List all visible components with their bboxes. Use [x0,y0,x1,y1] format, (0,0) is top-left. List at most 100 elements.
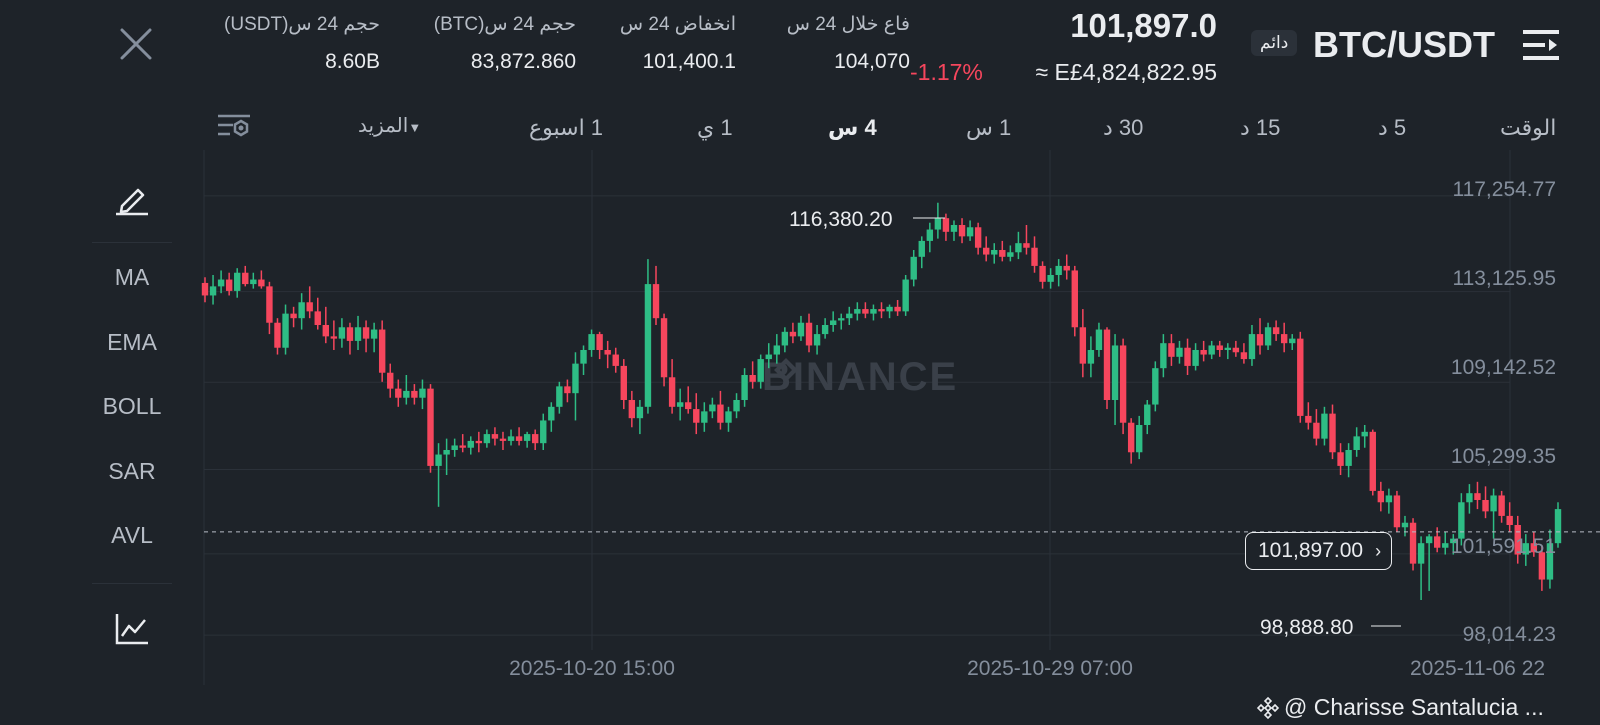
candle-body [1272,327,1280,335]
candle [515,427,523,446]
candle [668,359,676,414]
candle-body [741,375,748,400]
candle-body [1127,422,1135,453]
candle [491,427,499,446]
candle-body [1031,247,1038,266]
candle [1047,268,1054,289]
candle-body [1506,515,1513,525]
indicator-ema[interactable]: EMA [107,329,157,355]
candle [1039,261,1046,289]
candle-body [982,247,990,255]
menu-button[interactable] [1521,27,1561,63]
candle-body [540,420,547,444]
stat-volume-btc-label: حجم 24 س(BTC) [433,14,576,35]
candle [1474,481,1481,510]
candle [878,302,885,319]
tab-5m[interactable]: 5 د [1378,115,1407,140]
perpetual-badge: دائم [1251,30,1298,56]
candle-body [1184,347,1191,366]
candle [250,272,257,289]
candle [838,313,845,330]
indicator-chart-button[interactable] [114,612,150,646]
candle [282,304,289,355]
candle-body [1554,509,1562,544]
candle-body [1063,265,1070,271]
candle [693,393,700,435]
candle [1361,425,1368,448]
candle-body [1095,329,1103,350]
candle-body [1087,350,1095,364]
tab-4h[interactable]: 4 س [828,115,877,140]
candle-body [499,438,507,441]
candle [322,306,330,344]
candle-body [1385,495,1393,503]
last-price: 101,897.0 [1070,7,1217,44]
candle-body [1458,502,1465,539]
candle [475,431,483,453]
candle [813,325,821,355]
candle [1482,486,1489,519]
candle-body [330,336,338,339]
candle [234,268,241,298]
indicator-avl[interactable]: AVL [111,522,153,548]
candle [1216,340,1223,357]
candle [1313,409,1320,446]
candle [1514,515,1521,564]
candlestick-chart[interactable]: BINANCE 117,254.77 113,125.95 109,142.52 10… [0,150,1600,720]
candle-body [1119,345,1127,423]
candle-body [894,306,901,312]
candle-body [1401,522,1409,528]
trading-pair[interactable]: BTC/USDT [1313,24,1495,65]
tab-30m[interactable]: 30 د [1103,115,1144,140]
candle-body [886,306,893,312]
chart-settings-button[interactable] [217,112,251,142]
last-price-tag[interactable]: 101,897.00 › [1245,532,1393,570]
candle-body [435,454,442,466]
candle-body [395,388,402,398]
candle-body [660,318,668,378]
tab-time[interactable]: الوقت [1500,115,1557,140]
candle [354,315,362,350]
candle [1015,231,1022,260]
candle-body [266,286,273,323]
candle-body [918,240,925,257]
indicator-sar[interactable]: SAR [108,458,156,484]
indicator-ma[interactable]: MA [114,264,150,290]
candle-body [701,411,708,423]
candle [660,313,668,387]
sidebar-divider-bottom [92,583,172,584]
draw-tool-button[interactable] [114,182,150,216]
candle [499,431,507,450]
candle [1192,343,1199,371]
candle-body [427,388,434,466]
candle [1538,545,1546,591]
candle-body [1482,500,1489,512]
candle [1409,518,1417,571]
candle-body [991,250,998,255]
candle [1127,418,1135,464]
candle [1232,340,1240,357]
candle-body [1208,345,1215,355]
candle-body [1474,493,1481,500]
y-tick-label: 98,014.23 [1463,623,1556,646]
tab-15m[interactable]: 15 د [1240,115,1281,140]
candle [1458,493,1465,546]
candle-body [765,354,772,360]
tab-1d[interactable]: 1 ي [697,115,733,140]
candle [1063,254,1070,280]
candle-body [1079,327,1087,364]
close-button[interactable] [116,24,156,64]
candle [1345,443,1352,478]
binance-watermark: BINANCE [762,355,958,399]
candle [258,270,265,289]
timeframe-more[interactable]: ▼المزيد [358,113,427,138]
candle [1007,245,1014,262]
candle [1256,318,1264,355]
candle [966,220,974,241]
candle-body [419,388,426,398]
candle-body [1305,415,1312,423]
candle [217,270,225,294]
indicator-boll[interactable]: BOLL [102,393,162,419]
tab-1w[interactable]: 1 اسبوع [529,115,604,140]
tab-1h[interactable]: 1 س [966,115,1012,140]
